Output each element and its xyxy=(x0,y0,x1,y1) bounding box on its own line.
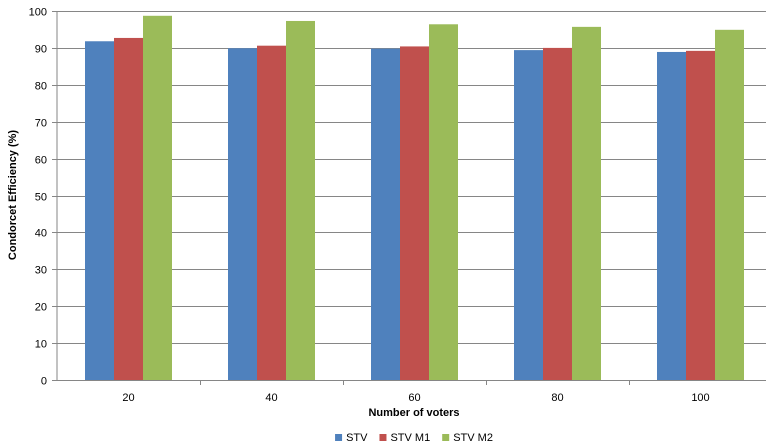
x-tick-label: 40 xyxy=(265,392,277,404)
x-tick-label: 80 xyxy=(551,392,563,404)
x-tick-label: 60 xyxy=(408,392,420,404)
x-tick-labels: 20 40 60 80 100 xyxy=(122,380,710,404)
axes xyxy=(56,11,766,381)
legend-label-stv-m2: STV M2 xyxy=(453,432,493,444)
y-axis-title: Condorcet Efficiency (%) xyxy=(7,130,19,261)
bar-stv-m2-80 xyxy=(572,26,601,380)
y-tick-label: 90 xyxy=(35,44,47,56)
y-tick-label: 30 xyxy=(35,265,47,277)
y-tick-label: 100 xyxy=(29,7,47,19)
legend: STV STV M1 STV M2 xyxy=(335,432,493,444)
bar-stv-m1-100 xyxy=(686,50,715,381)
bar-stv-m1-20 xyxy=(114,37,143,380)
bar-stv-m1-80 xyxy=(543,47,572,381)
legend-label-stv-m1: STV M1 xyxy=(390,432,430,444)
y-tick-label: 10 xyxy=(35,339,47,351)
bar-stv-100 xyxy=(657,51,686,381)
bars xyxy=(85,15,744,381)
y-tick-labels: 0 10 20 30 40 50 60 70 80 90 100 xyxy=(29,7,57,388)
x-axis-title: Number of voters xyxy=(368,407,459,419)
x-tick-label: 20 xyxy=(122,392,134,404)
legend-label-stv: STV xyxy=(346,432,368,444)
bar-stv-20 xyxy=(85,41,114,381)
legend-swatch-stv xyxy=(335,434,343,441)
bar-stv-m2-60 xyxy=(429,24,458,381)
bar-stv-m2-40 xyxy=(286,20,315,380)
legend-swatch-stv-m1 xyxy=(379,434,387,441)
y-tick-label: 70 xyxy=(35,118,47,130)
y-tick-label: 50 xyxy=(35,192,47,204)
bar-stv-m1-40 xyxy=(257,45,286,380)
y-tick-label: 40 xyxy=(35,228,47,240)
bar-stv-m2-20 xyxy=(143,15,172,381)
bar-stv-80 xyxy=(514,50,543,380)
y-tick-label: 60 xyxy=(35,155,47,167)
bar-stv-m1-60 xyxy=(400,46,429,380)
y-tick-label: 0 xyxy=(41,376,47,388)
x-tick-label: 100 xyxy=(691,392,709,404)
bar-stv-60 xyxy=(371,48,400,380)
bar-stv-40 xyxy=(228,48,257,380)
y-tick-label: 20 xyxy=(35,302,47,314)
legend-swatch-stv-m2 xyxy=(442,434,450,441)
bar-stv-m2-100 xyxy=(715,29,744,380)
y-tick-label: 80 xyxy=(35,81,47,93)
